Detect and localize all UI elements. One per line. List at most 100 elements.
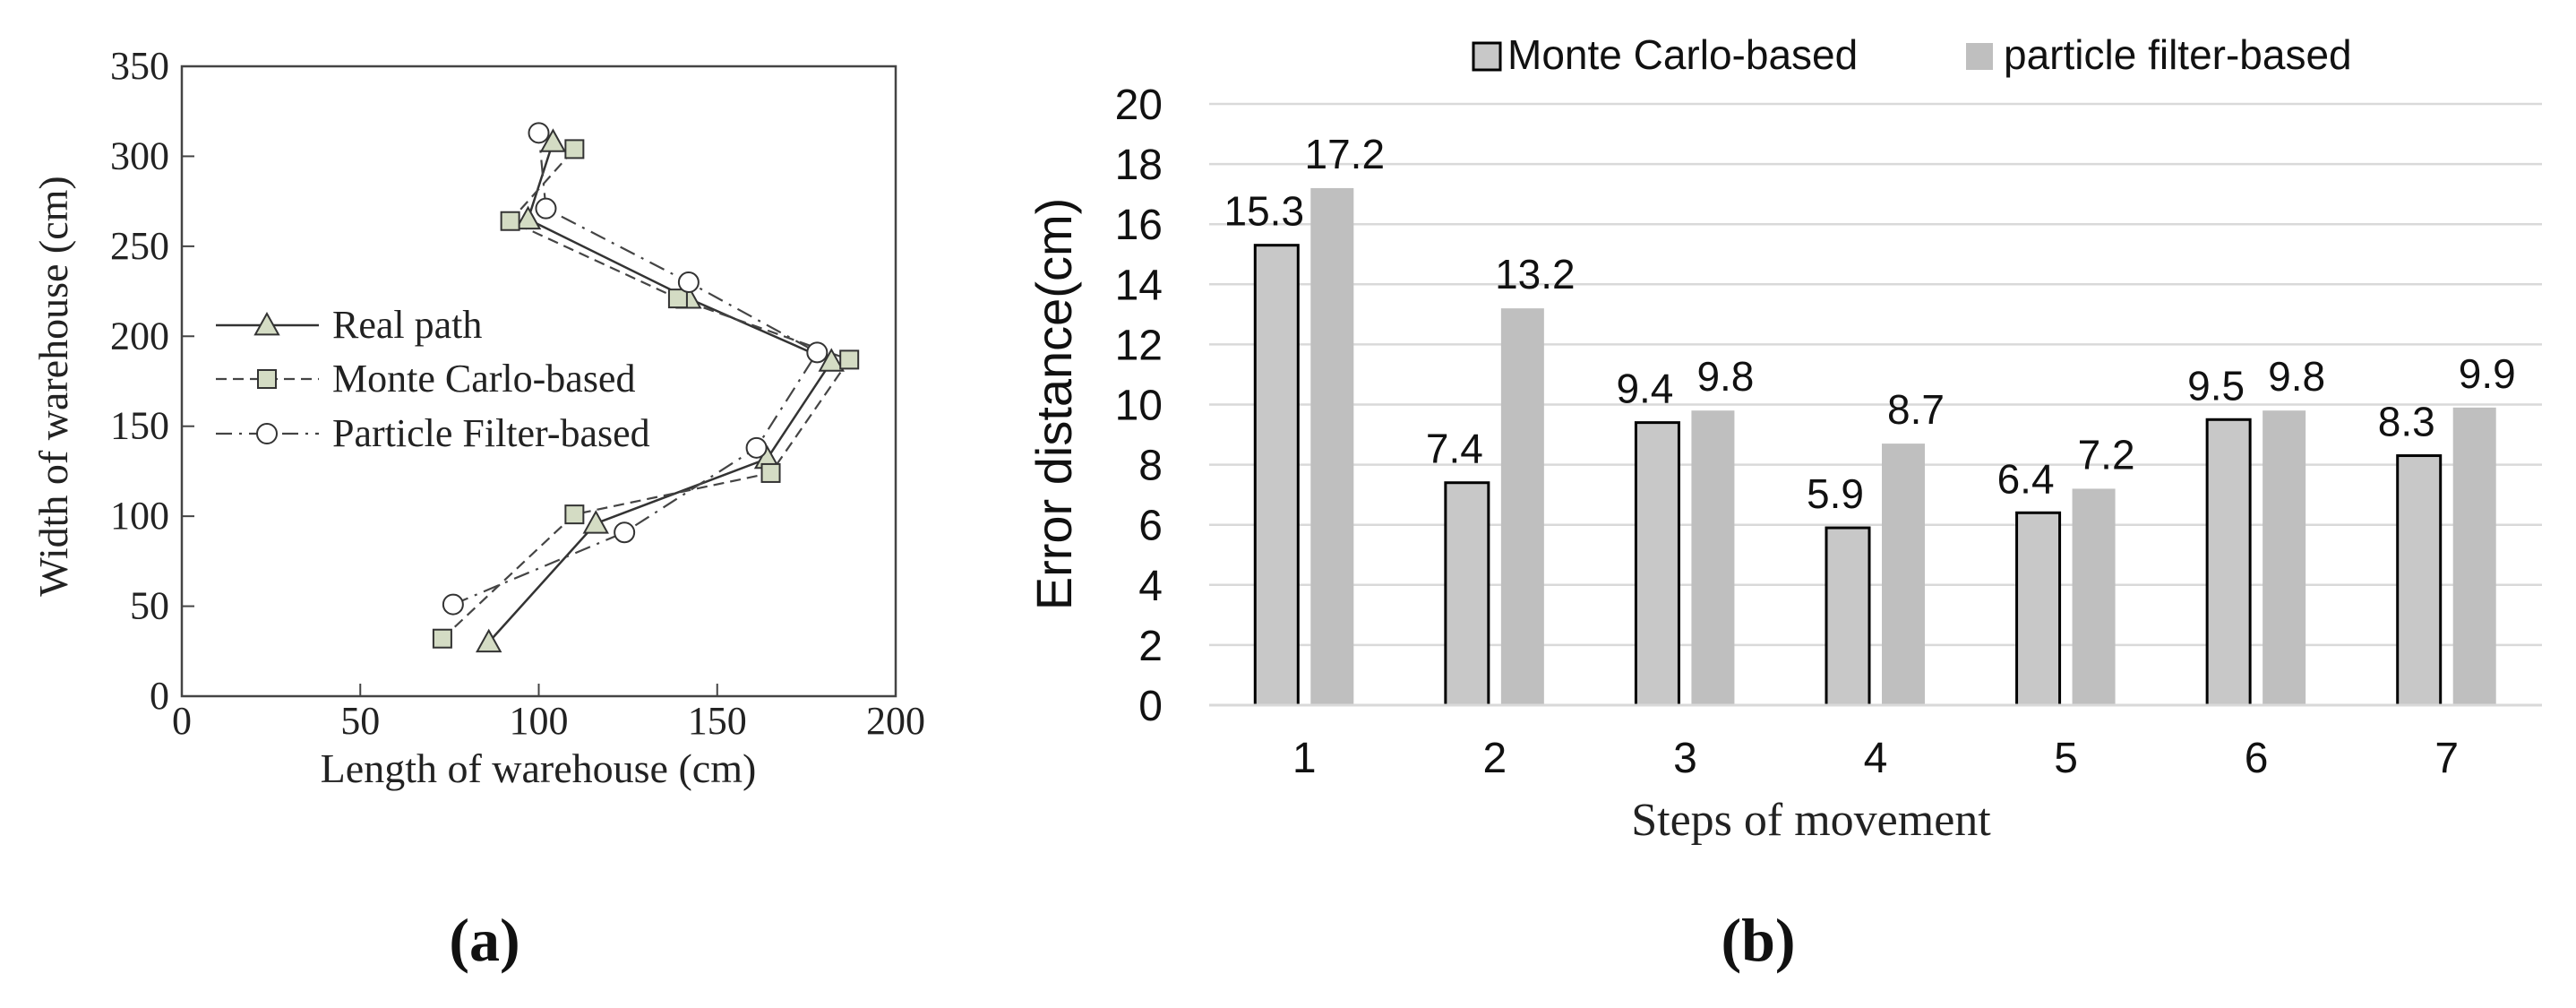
panel-a-caption: (a) [449, 906, 519, 974]
panel-b-bars: 15.317.2 7.4 13.2 9.4 9.8 5.9 8.7 6.4 7.2 9.5 9.8 8… [1224, 131, 2516, 707]
monte-carlo-marker [564, 504, 585, 525]
particle-filter-marker [535, 197, 557, 220]
particle-filter-bar [1310, 187, 1354, 705]
panel-a-y-tick-label: 250 [110, 224, 169, 268]
real-path-marker [476, 628, 502, 653]
real-path-marker [514, 205, 542, 230]
panel-b-x-tick-label: 4 [1864, 735, 1888, 782]
panel-b-y-tick-label: 8 [1138, 443, 1163, 490]
panel-b-data-label: 9.5 [2187, 362, 2245, 409]
panel-b-legend-label: particle filter-based [2004, 31, 2352, 78]
monte-carlo-bar [1825, 526, 1871, 707]
panel-b-y-tick-label: 4 [1138, 563, 1163, 610]
panel-b-y-tick-label: 12 [1115, 322, 1163, 369]
monte-carlo-marker [257, 369, 277, 389]
panel-b-y-tick-label: 6 [1138, 503, 1163, 550]
monte-carlo-marker [760, 462, 781, 483]
panel-b-y-tick-label: 16 [1115, 202, 1163, 249]
panel-b-data-label: 9.8 [2268, 353, 2325, 400]
real-path-marker [539, 128, 567, 152]
panel-a-y-tick-label: 0 [150, 674, 169, 718]
panel-a-y-tick-label: 200 [110, 314, 169, 358]
panel-b-x-tick-label: 7 [2434, 735, 2459, 782]
panel-b-y-tick-label: 0 [1138, 683, 1163, 730]
panel-a-x-tick-label: 150 [688, 699, 747, 743]
particle-filter-marker [745, 436, 768, 459]
panel-b-x-tick-label: 6 [2245, 735, 2269, 782]
panel-b-legend-swatch [1966, 43, 1993, 70]
panel-b-caption: (b) [1721, 906, 1795, 974]
panel-b-y-tick-label: 18 [1115, 142, 1163, 189]
panel-a-x-tick-label: 200 [866, 699, 925, 743]
particle-filter-bar [2452, 407, 2496, 705]
panel-a-series [432, 122, 860, 653]
panel-a-legend-label: Real path [332, 303, 482, 347]
panel-a-x-axis-label: Length of warehouse (cm) [321, 745, 757, 791]
panel-b-legend-label: Monte Carlo-based [1507, 31, 1858, 78]
panel-a-y-axis-label: Width of warehouse (cm) [30, 176, 76, 596]
panel-a-legend-label: Monte Carlo-based [332, 357, 635, 401]
panel-b-x-tick-label: 2 [1483, 735, 1507, 782]
monte-carlo-marker [839, 349, 860, 370]
panel-b-gridlines [1209, 102, 2542, 647]
monte-carlo-bar [2015, 511, 2062, 707]
monte-carlo-bar [1634, 421, 1680, 707]
monte-carlo-marker [432, 628, 452, 649]
panel-b-data-label: 15.3 [1224, 188, 1305, 235]
particle-filter-bar [1500, 308, 1544, 705]
panel-b-x-tick-label: 5 [2054, 735, 2078, 782]
panel-a-y-tick-label: 100 [110, 494, 169, 538]
panel-b-data-label: 9.8 [1696, 353, 1754, 400]
panel-a-axes: 0 50 100 150 200 0 50 100 150 200 250 300 350 [110, 44, 925, 743]
panel-b-data-label: 7.4 [1426, 426, 1483, 472]
panel-b-legend: Monte Carlo-based particle filter-based [1472, 31, 2352, 78]
real-path-marker [582, 510, 609, 534]
panel-a-legend: Real path Monte Carlo-based Particle Filte… [216, 303, 650, 455]
panel-b-y-tick-label: 2 [1138, 623, 1163, 670]
panel-a-y-tick-label: 150 [110, 404, 169, 448]
panel-b-data-label: 13.2 [1495, 251, 1576, 297]
panel-b-data-label: 8.7 [1887, 386, 1945, 433]
particle-filter-marker [806, 341, 829, 364]
monte-carlo-marker [667, 289, 688, 309]
panel-a-x-tick-label: 50 [340, 699, 380, 743]
particle-filter-bar [2263, 410, 2306, 705]
panel-b-x-axis-label: Steps of movement [1631, 795, 1991, 846]
panel-a-y-tick-label: 50 [130, 584, 169, 628]
monte-carlo-bar [1253, 244, 1300, 707]
monte-carlo-bar [1444, 481, 1490, 707]
panel-b-data-label: 17.2 [1305, 131, 1386, 177]
particle-filter-marker [614, 521, 636, 544]
particle-filter-marker [256, 423, 278, 444]
panel-a-legend-label: Particle Filter-based [332, 411, 650, 455]
monte-carlo-bar [2396, 454, 2443, 707]
monte-carlo-marker [500, 211, 520, 231]
panel-b-x-tick-label: 3 [1673, 735, 1697, 782]
real-path-marker [253, 311, 280, 336]
panel-b-data-label: 9.4 [1616, 366, 1673, 412]
panel-b-y-tick-label: 10 [1115, 383, 1163, 430]
panel-a-y-tick-label: 300 [110, 134, 169, 177]
particle-filter-bar [2072, 488, 2116, 705]
particle-filter-bar [1691, 410, 1735, 705]
panel-a-x-tick-label: 0 [172, 699, 192, 743]
particle-filter-marker [677, 271, 700, 294]
panel-a-y-tick-label: 350 [110, 44, 169, 88]
panel-b-y-tick-label: 20 [1115, 82, 1163, 129]
panel-a-chart: 0 50 100 150 200 0 50 100 150 200 250 300 350 Real p… [30, 44, 925, 974]
panel-b-data-label: 5.9 [1807, 470, 1864, 517]
panel-b-x-tick-label: 1 [1292, 735, 1317, 782]
panel-b-y-tick-label: 14 [1115, 262, 1163, 309]
particle-filter-marker [442, 593, 464, 616]
panel-b-data-label: 9.9 [2459, 350, 2516, 397]
monte-carlo-bar [2205, 418, 2252, 707]
panel-b-data-label: 8.3 [2378, 399, 2435, 445]
particle-filter-marker [528, 122, 550, 144]
monte-carlo-marker [564, 139, 585, 159]
panel-a-x-tick-label: 100 [510, 699, 569, 743]
panel-b-data-label: 7.2 [2078, 431, 2135, 478]
panel-b-data-label: 6.4 [1997, 455, 2055, 502]
real-path-marker [818, 348, 845, 372]
